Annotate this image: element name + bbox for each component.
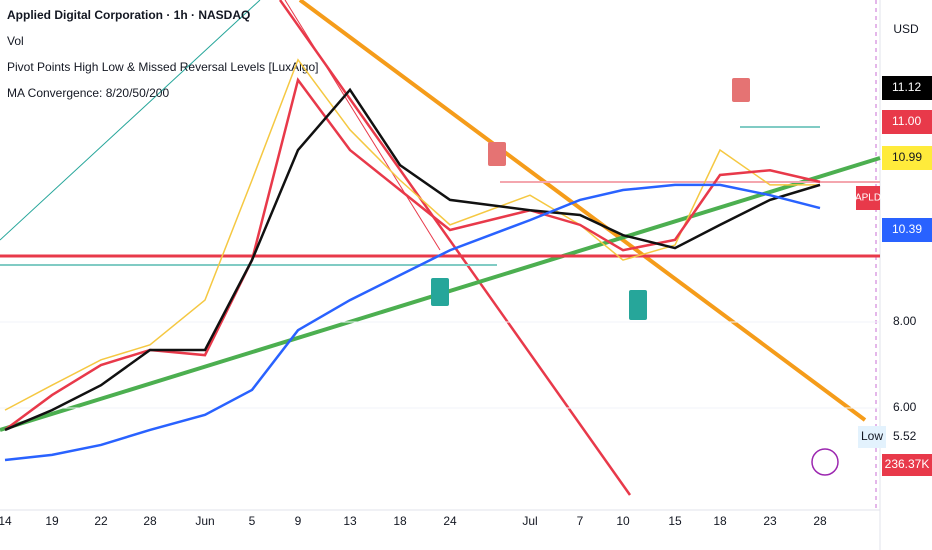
pivot-low-marker [431,278,449,306]
x-tick-label: Jun [195,514,214,528]
x-tick-label: 7 [577,514,584,528]
x-tick-label: 18 [393,514,407,528]
ma-line [4,183,821,462]
pivot-high-marker [488,142,506,166]
x-tick-label: 22 [94,514,108,528]
y-tick-label: 6.00 [893,400,917,414]
price-label: 11.00 [892,114,921,128]
x-tick-label: 28 [143,514,157,528]
pivot-low-marker [629,290,647,320]
ma-line [4,77,821,431]
x-tick-label: 24 [443,514,457,528]
legend-line: Pivot Points High Low & Missed Reversal … [7,60,318,74]
x-tick-label: 9 [295,514,302,528]
low-value: 5.52 [893,429,917,443]
chart-title: Applied Digital Corporation · 1h · NASDA… [7,8,250,22]
x-tick-label: 18 [713,514,727,528]
x-tick-label: 19 [45,514,59,528]
x-tick-label: Jul [522,514,537,528]
price-badge [882,146,932,170]
price-label: 10.39 [892,222,922,236]
x-tick-label: 28 [813,514,827,528]
low-label: Low [861,429,883,443]
x-tick-label: 5 [249,514,256,528]
currency: USD [893,22,919,36]
trendline [0,0,261,241]
price-badge [882,76,932,100]
trendline [298,0,867,422]
pivot-high-marker [732,78,750,102]
x-tick-label: 13 [343,514,357,528]
price-badge [882,218,932,242]
price-badge [882,110,932,134]
volume-label: 236.37K [885,457,930,471]
x-tick-label: 15 [668,514,682,528]
x-tick-label: 14 [0,514,12,528]
y-tick-label: 8.00 [893,314,917,328]
low-badge [858,426,886,448]
symbol-label: APLD [855,193,881,204]
price-label: 10.99 [892,150,922,164]
x-tick-label: 10 [616,514,630,528]
ma-line [4,58,820,411]
trendline [284,0,441,251]
legend-line: MA Convergence: 8/20/50/200 [7,86,169,100]
price-label: 11.12 [892,80,921,94]
volume-badge [882,454,932,476]
x-tick-label: 23 [763,514,777,528]
legend-line: Vol [7,34,24,48]
event-icon[interactable] [811,448,839,476]
ma-line [4,87,821,432]
symbol-badge [856,186,880,210]
